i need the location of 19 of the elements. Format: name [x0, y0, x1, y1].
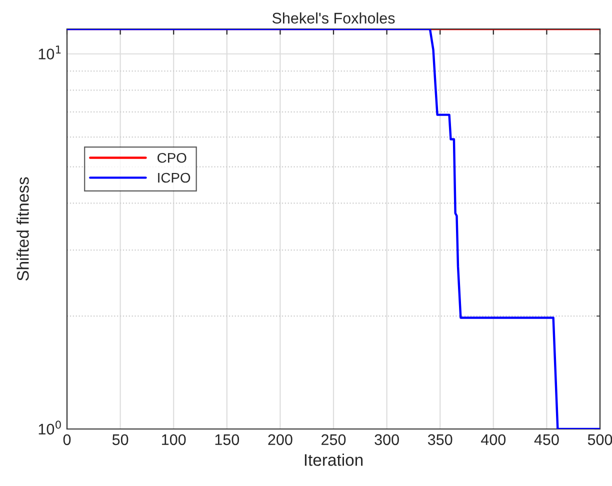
x-axis-title: Iteration — [304, 454, 363, 466]
x-tick-label: 400 — [481, 434, 506, 446]
x-tick-label: 300 — [374, 434, 399, 446]
x-tick-label: 100 — [162, 434, 186, 446]
line-series — [67, 29, 600, 429]
x-tick-label: 350 — [428, 434, 452, 446]
y-tick-label: 10$^{0}$ — [38, 420, 61, 435]
y-axis-title: Shifted fitness — [16, 177, 29, 281]
x-tick-label: 250 — [322, 434, 346, 446]
legend-label: CPO — [158, 152, 186, 163]
legend-label: ICPO — [158, 172, 190, 183]
y-tick-label: 10$^{1}$ — [38, 46, 61, 60]
x-tick-label: 450 — [534, 434, 559, 446]
x-tick-label: 500 — [588, 434, 612, 446]
x-tick-label: 0 — [63, 434, 71, 446]
x-tick-label: 50 — [112, 434, 128, 446]
x-tick-label: 200 — [268, 434, 292, 446]
chart-title: Shekel's Foxholes — [272, 12, 395, 24]
x-tick-label: 150 — [215, 434, 240, 446]
